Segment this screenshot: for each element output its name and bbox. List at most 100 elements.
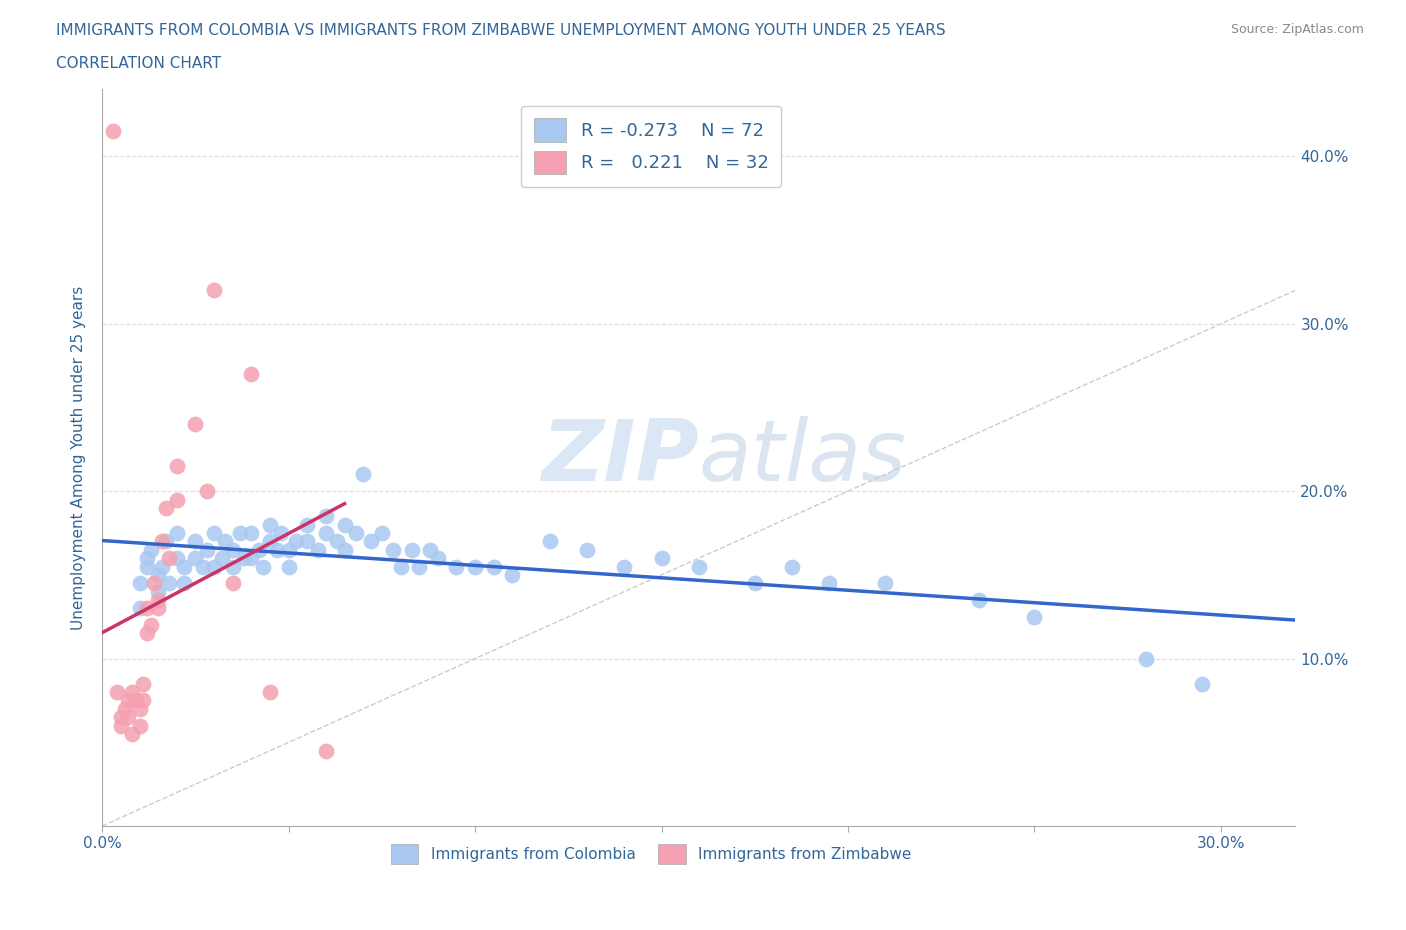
Point [121, 726, 143, 741]
Point [166, 551, 188, 565]
Point [371, 525, 394, 540]
Point [240, 366, 263, 381]
Point [464, 559, 486, 574]
Point [297, 534, 319, 549]
Point [184, 551, 207, 565]
Point [146, 592, 169, 607]
Point [538, 534, 561, 549]
Point [105, 684, 128, 699]
Point [285, 534, 308, 549]
Point [114, 701, 136, 716]
Point [128, 718, 150, 733]
Point [128, 601, 150, 616]
Point [501, 567, 523, 582]
Point [155, 534, 177, 549]
Point [382, 542, 405, 557]
Point [150, 559, 173, 574]
Point [308, 542, 330, 557]
Point [132, 693, 155, 708]
Text: Source: ZipAtlas.com: Source: ZipAtlas.com [1230, 23, 1364, 36]
Point [426, 551, 449, 565]
Point [315, 525, 337, 540]
Point [651, 551, 673, 565]
Point [315, 743, 337, 758]
Point [132, 676, 155, 691]
Point [202, 283, 225, 298]
Point [1024, 609, 1046, 624]
Point [128, 701, 150, 716]
Point [408, 559, 430, 574]
Point [232, 551, 254, 565]
Point [229, 525, 252, 540]
Point [419, 542, 441, 557]
Point [166, 525, 188, 540]
Point [136, 626, 159, 641]
Point [222, 576, 245, 591]
Point [360, 534, 382, 549]
Y-axis label: Unemployment Among Youth under 25 years: Unemployment Among Youth under 25 years [72, 286, 86, 630]
Point [401, 542, 423, 557]
Point [146, 567, 169, 582]
Point [166, 458, 188, 473]
Point [157, 551, 180, 565]
Point [780, 559, 803, 574]
Point [117, 693, 139, 708]
Point [1135, 651, 1157, 666]
Point [110, 710, 132, 724]
Point [211, 551, 233, 565]
Point [315, 509, 337, 524]
Text: CORRELATION CHART: CORRELATION CHART [56, 56, 221, 71]
Point [575, 542, 598, 557]
Point [173, 559, 195, 574]
Point [259, 684, 281, 699]
Point [110, 718, 132, 733]
Point [136, 559, 159, 574]
Point [136, 601, 159, 616]
Legend: Immigrants from Colombia, Immigrants from Zimbabwe: Immigrants from Colombia, Immigrants fro… [385, 838, 918, 870]
Point [128, 576, 150, 591]
Point [146, 584, 169, 599]
Point [818, 576, 841, 591]
Point [259, 534, 281, 549]
Point [184, 417, 207, 432]
Text: ZIP: ZIP [541, 417, 699, 499]
Point [136, 551, 159, 565]
Text: atlas: atlas [699, 417, 907, 499]
Point [222, 542, 245, 557]
Point [195, 542, 218, 557]
Point [125, 693, 148, 708]
Point [259, 517, 281, 532]
Point [270, 525, 292, 540]
Point [155, 500, 177, 515]
Point [143, 576, 166, 591]
Point [247, 542, 270, 557]
Point [1191, 676, 1213, 691]
Text: IMMIGRANTS FROM COLOMBIA VS IMMIGRANTS FROM ZIMBABWE UNEMPLOYMENT AMONG YOUTH UN: IMMIGRANTS FROM COLOMBIA VS IMMIGRANTS F… [56, 23, 946, 38]
Point [967, 592, 990, 607]
Point [446, 559, 468, 574]
Point [173, 576, 195, 591]
Point [277, 542, 299, 557]
Point [202, 525, 225, 540]
Point [222, 559, 245, 574]
Point [139, 618, 162, 632]
Point [139, 542, 162, 557]
Point [252, 559, 274, 574]
Point [150, 534, 173, 549]
Point [240, 525, 263, 540]
Point [214, 534, 236, 549]
Point [482, 559, 505, 574]
Point [389, 559, 412, 574]
Point [297, 517, 319, 532]
Point [166, 492, 188, 507]
Point [121, 684, 143, 699]
Point [240, 551, 263, 565]
Point [266, 542, 288, 557]
Point [146, 601, 169, 616]
Point [744, 576, 766, 591]
Point [333, 542, 356, 557]
Point [103, 124, 125, 139]
Point [875, 576, 897, 591]
Point [184, 534, 207, 549]
Point [157, 576, 180, 591]
